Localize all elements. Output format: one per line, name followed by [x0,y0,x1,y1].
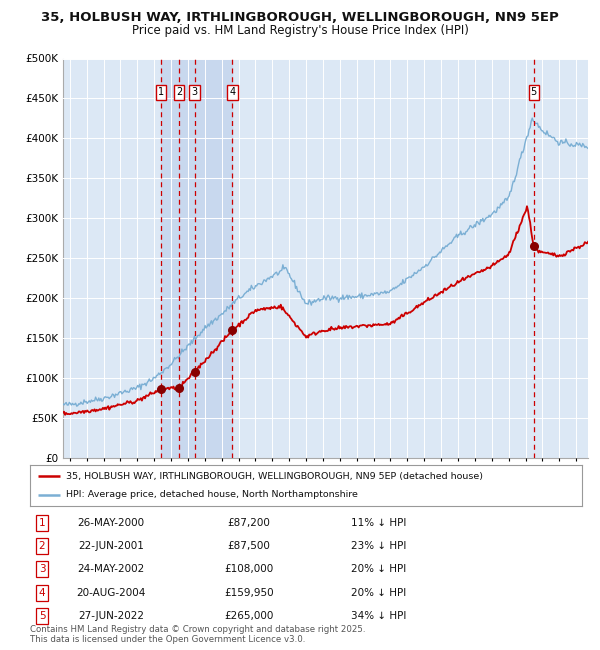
Text: £265,000: £265,000 [224,611,274,621]
Text: 24-MAY-2002: 24-MAY-2002 [77,564,145,575]
Text: 23% ↓ HPI: 23% ↓ HPI [351,541,406,551]
Text: £87,500: £87,500 [227,541,271,551]
Text: 27-JUN-2022: 27-JUN-2022 [78,611,144,621]
Text: Contains HM Land Registry data © Crown copyright and database right 2025.: Contains HM Land Registry data © Crown c… [30,625,365,634]
Text: 4: 4 [229,88,236,97]
Text: 11% ↓ HPI: 11% ↓ HPI [351,517,406,528]
Text: This data is licensed under the Open Government Licence v3.0.: This data is licensed under the Open Gov… [30,634,305,644]
Text: 22-JUN-2001: 22-JUN-2001 [78,541,144,551]
Text: 20-AUG-2004: 20-AUG-2004 [76,588,146,598]
Text: 35, HOLBUSH WAY, IRTHLINGBOROUGH, WELLINGBOROUGH, NN9 5EP: 35, HOLBUSH WAY, IRTHLINGBOROUGH, WELLIN… [41,11,559,24]
Text: 3: 3 [38,564,46,575]
Text: 4: 4 [38,588,46,598]
Text: 34% ↓ HPI: 34% ↓ HPI [351,611,406,621]
Text: 35, HOLBUSH WAY, IRTHLINGBOROUGH, WELLINGBOROUGH, NN9 5EP (detached house): 35, HOLBUSH WAY, IRTHLINGBOROUGH, WELLIN… [66,472,483,481]
Text: 1: 1 [158,88,164,97]
Text: HPI: Average price, detached house, North Northamptonshire: HPI: Average price, detached house, Nort… [66,490,358,499]
Text: 2: 2 [176,88,182,97]
Text: 5: 5 [530,88,537,97]
Text: 1: 1 [38,517,46,528]
Text: 20% ↓ HPI: 20% ↓ HPI [351,564,406,575]
Text: £87,200: £87,200 [227,517,271,528]
Text: 3: 3 [191,88,197,97]
Text: 5: 5 [38,611,46,621]
Bar [161,58,232,458]
Text: £159,950: £159,950 [224,588,274,598]
Text: 26-MAY-2000: 26-MAY-2000 [77,517,145,528]
Text: £108,000: £108,000 [224,564,274,575]
Text: 2: 2 [38,541,46,551]
Text: Price paid vs. HM Land Registry's House Price Index (HPI): Price paid vs. HM Land Registry's House … [131,24,469,37]
Text: 20% ↓ HPI: 20% ↓ HPI [351,588,406,598]
